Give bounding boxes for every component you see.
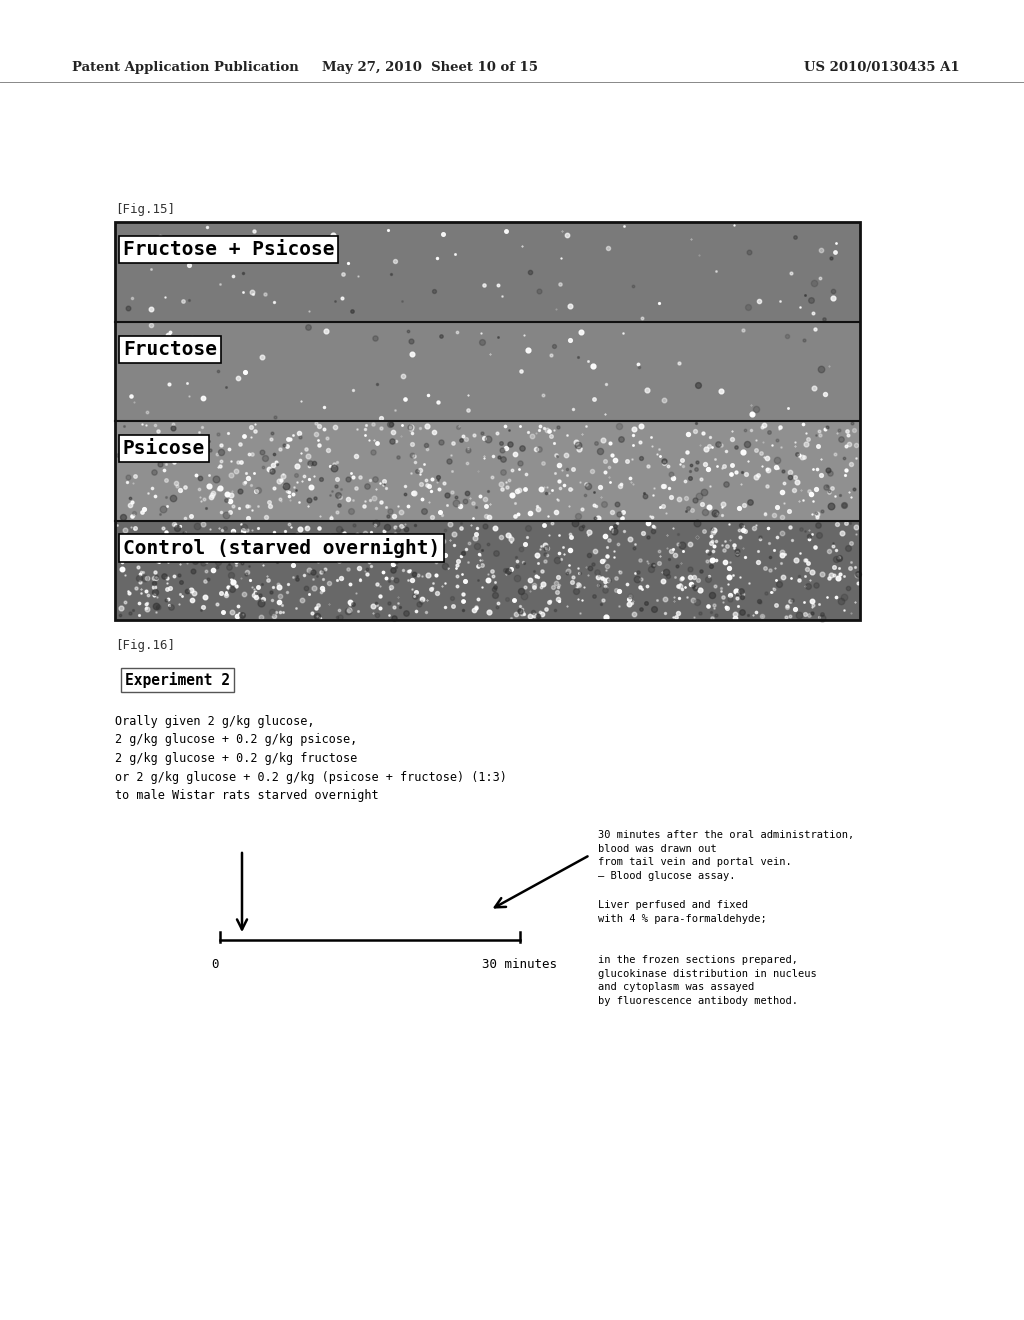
Text: 30 minutes: 30 minutes [482, 958, 557, 972]
Text: in the frozen sections prepared,
glucokinase distribution in nucleus
and cytopla: in the frozen sections prepared, glucoki… [598, 954, 817, 1006]
Bar [115, 222, 860, 620]
Text: Experiment 2: Experiment 2 [125, 672, 230, 688]
Bar [115, 322, 860, 421]
Text: Patent Application Publication: Patent Application Publication [72, 62, 299, 74]
Text: May 27, 2010  Sheet 10 of 15: May 27, 2010 Sheet 10 of 15 [322, 62, 538, 74]
Text: 30 minutes after the oral administration,
blood was drawn out
from tail vein and: 30 minutes after the oral administration… [598, 830, 854, 880]
Text: Fructose: Fructose [123, 339, 217, 359]
Bar [115, 520, 860, 620]
Text: Psicose: Psicose [123, 440, 205, 458]
Text: Control (starved overnight): Control (starved overnight) [123, 539, 440, 558]
Text: Orally given 2 g/kg glucose,
2 g/kg glucose + 0.2 g/kg psicose,
2 g/kg glucose +: Orally given 2 g/kg glucose, 2 g/kg gluc… [115, 715, 507, 803]
Text: US 2010/0130435 A1: US 2010/0130435 A1 [805, 62, 961, 74]
Text: [Fig.16]: [Fig.16] [115, 639, 175, 652]
Text: Fructose + Psicose: Fructose + Psicose [123, 240, 335, 259]
Text: Liver perfused and fixed
with 4 % para-formaldehyde;: Liver perfused and fixed with 4 % para-f… [598, 900, 767, 924]
Bar [115, 421, 860, 520]
Text: [Fig.15]: [Fig.15] [115, 203, 175, 216]
Bar [115, 222, 860, 322]
Text: 0: 0 [211, 958, 219, 972]
